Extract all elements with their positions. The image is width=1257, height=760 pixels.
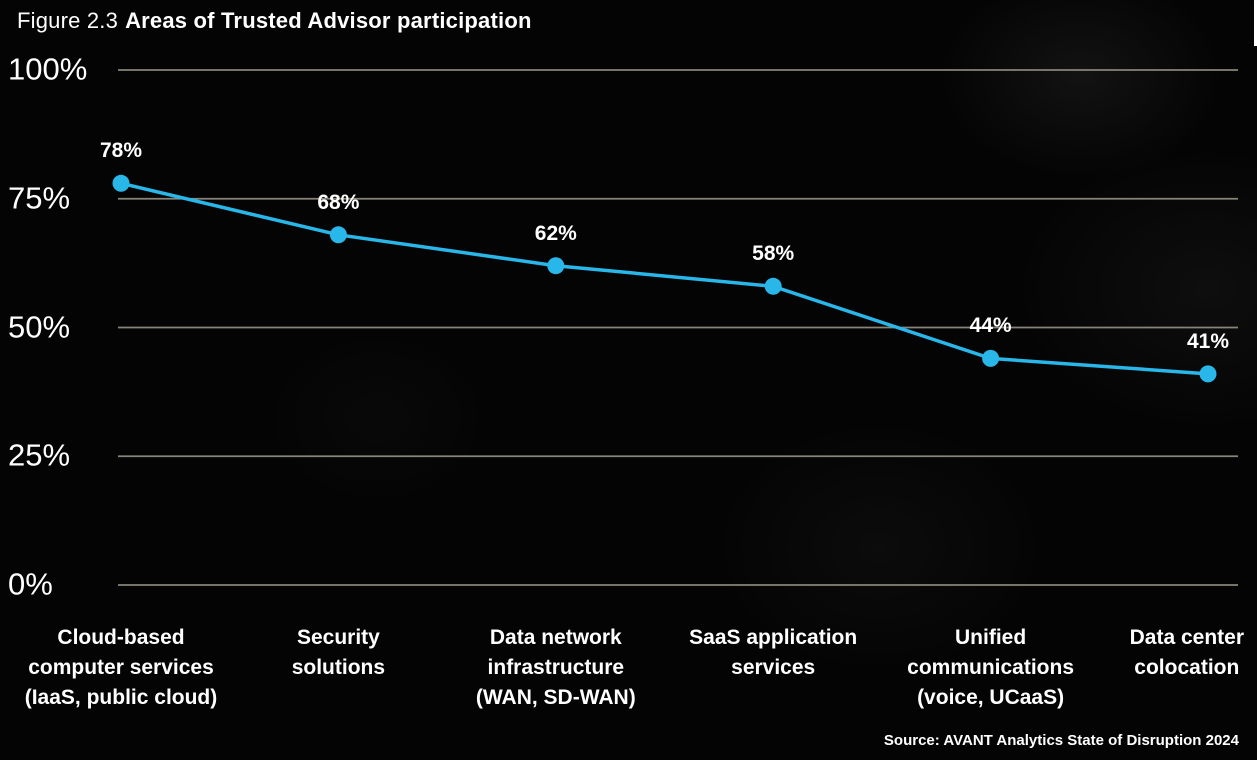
x-category-label-line: solutions [291,656,386,679]
x-category-label-line: communications [907,656,1075,679]
data-point [982,349,1000,367]
data-point [329,226,347,244]
x-category-label-line: infrastructure [487,656,625,679]
x-category-label: Data network infrastructure (WAN, SD-WAN) [476,623,636,713]
figure-name: Areas of Trusted Advisor participation [125,8,532,33]
x-category-label: Cloud-based computer services (IaaS, publi… [25,623,218,713]
data-point [112,174,130,192]
x-category-label-line: SaaS application [689,626,858,649]
data-point [764,277,782,295]
source-note: Source: AVANT Analytics State of Disrupt… [883,732,1239,749]
x-category-label-line: Unified [955,626,1027,649]
y-tick-label: 25% [8,437,71,473]
page-edge-artifact [1254,0,1257,46]
data-point-label: 78% [99,139,143,163]
x-category-label-line: Cloud-based [57,626,185,649]
y-tick-label: 50% [8,308,71,344]
y-tick-label: 0% [8,566,53,602]
data-line [120,181,1209,376]
data-point-label: 68% [317,190,360,214]
x-category-label-line: (IaaS, public cloud) [24,686,218,709]
x-category-label: Data center colocation [1130,623,1244,683]
figure-label: Figure 2.3 [17,8,119,33]
data-point-label: 62% [534,221,577,245]
y-tick-label: 75% [8,180,71,216]
y-tick-label: 100% [8,51,88,87]
x-category-label: SaaS application services [689,623,857,683]
data-point-label: 41% [1186,329,1230,353]
figure-title: Figure 2.3 Areas of Trusted Advisor parti… [17,8,532,34]
x-category-label-line: (voice, UCaaS) [917,686,1065,709]
x-category-label-line: services [731,656,816,679]
x-category-label-line: Security [296,626,380,649]
data-point-label: 58% [752,242,795,266]
data-point [547,257,565,275]
x-category-label-line: Data network [489,626,622,649]
data-point-label: 44% [969,314,1012,338]
x-category-label-line: Data center [1129,626,1244,649]
x-category-label: Security solutions [292,623,385,683]
x-category-label-line: colocation [1134,656,1240,679]
data-point [1199,365,1217,383]
x-category-label-line: computer services [28,656,214,679]
x-category-label: Unified communications (voice, UCaaS) [907,623,1074,713]
x-category-label-line: (WAN, SD-WAN) [475,686,636,709]
